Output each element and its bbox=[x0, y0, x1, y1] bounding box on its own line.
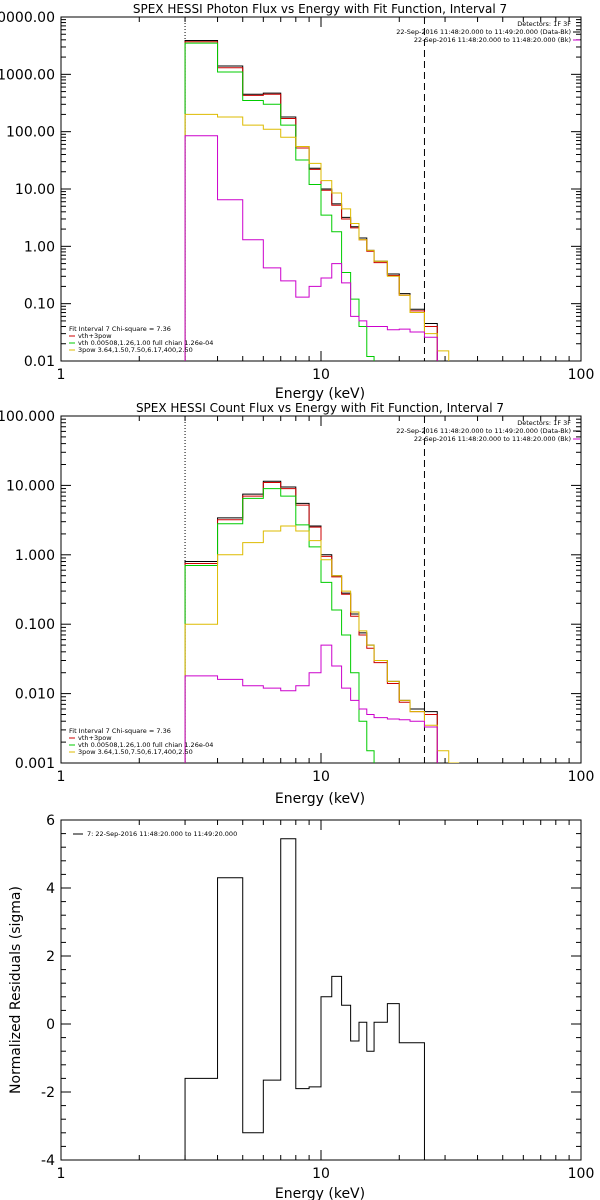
x-tick-label: 100 bbox=[568, 367, 595, 383]
x-tick-label: 1 bbox=[57, 1166, 66, 1182]
fit-legend-label: vth 0.00508,1.26,1.00 full chian 1.26e-0… bbox=[78, 339, 213, 347]
y-tick-label: 1.00 bbox=[24, 239, 55, 255]
data-interval-label: 22-Sep-2016 11:48:20.000 to 11:49:20.000… bbox=[396, 427, 571, 435]
y-tick-label: 10000.00 bbox=[0, 10, 55, 26]
y-tick-label: 0.001 bbox=[15, 756, 55, 772]
y-tick-label: 2 bbox=[46, 949, 55, 965]
series-green-line bbox=[184, 488, 375, 763]
y-tick-label: 10.00 bbox=[15, 182, 55, 198]
y-tick-label: 0.10 bbox=[24, 297, 55, 313]
detectors-label: Detectors: 1F 3F bbox=[517, 419, 571, 427]
fit-legend-label: vth+3pow bbox=[78, 332, 112, 340]
y-tick-label: 0.01 bbox=[24, 354, 55, 370]
residuals-panel: Energy (keV) Normalized Residuals (sigma… bbox=[8, 813, 594, 1200]
y-tick-label: 6 bbox=[46, 813, 55, 829]
residuals-legend-label: 7: 22-Sep-2016 11:48:20.000 to 11:49:20.… bbox=[87, 830, 237, 838]
fit-interval-label: Fit Interval 7 Chi-square = 7.36 bbox=[69, 325, 171, 333]
series-yellow-line bbox=[184, 525, 460, 763]
series-magenta-line bbox=[184, 135, 438, 361]
x-tick-label: 10 bbox=[312, 769, 330, 785]
fit-legend-label: vth+3pow bbox=[78, 734, 112, 742]
x-axis-label: Energy (keV) bbox=[275, 1186, 365, 1200]
series-residuals-line bbox=[184, 838, 425, 1160]
y-tick-label: -4 bbox=[41, 1153, 55, 1169]
x-tick-label: 100 bbox=[568, 1166, 595, 1182]
y-tick-label: 1000.00 bbox=[0, 67, 55, 83]
chart-title: SPEX HESSI Count Flux vs Energy with Fit… bbox=[136, 401, 504, 415]
y-axis-label: Normalized Residuals (sigma) bbox=[8, 886, 24, 1094]
x-tick-label: 10 bbox=[312, 367, 330, 383]
x-axis-label: Energy (keV) bbox=[275, 386, 365, 402]
photon-flux-panel: SPEX HESSI Photon Flux vs Energy with Fi… bbox=[0, 2, 594, 402]
y-tick-label: 0.100 bbox=[15, 617, 55, 633]
background-interval-label: 22-Sep-2016 11:48:20.000 to 11:48:20.000… bbox=[414, 435, 571, 443]
y-tick-label: 0.010 bbox=[15, 687, 55, 703]
y-tick-label: 1.000 bbox=[15, 548, 55, 564]
fit-legend-label: 3pow 3.64,1.50,7.50,6.17,400,2.50 bbox=[78, 346, 193, 354]
fit-legend-label: vth 0.00508,1.26,1.00 full chian 1.26e-0… bbox=[78, 741, 213, 749]
series-magenta-line bbox=[184, 644, 438, 763]
x-axis-label: Energy (keV) bbox=[275, 791, 365, 807]
x-tick-label: 1 bbox=[57, 769, 66, 785]
count-flux-panel: SPEX HESSI Count Flux vs Energy with Fit… bbox=[0, 401, 594, 807]
fit-legend-label: 3pow 3.64,1.50,7.50,6.17,400,2.50 bbox=[78, 748, 193, 756]
data-interval-label: 22-Sep-2016 11:48:20.000 to 11:49:20.000… bbox=[396, 28, 571, 36]
x-tick-label: 100 bbox=[568, 769, 595, 785]
y-tick-label: -2 bbox=[41, 1085, 55, 1101]
y-tick-label: 10.000 bbox=[6, 478, 55, 494]
series-green-line bbox=[184, 42, 375, 361]
chart-title: SPEX HESSI Photon Flux vs Energy with Fi… bbox=[133, 2, 507, 16]
y-tick-label: 4 bbox=[46, 881, 55, 897]
fit-interval-label: Fit Interval 7 Chi-square = 7.36 bbox=[69, 727, 171, 735]
y-tick-label: 100.000 bbox=[0, 409, 55, 425]
y-tick-label: 100.00 bbox=[6, 125, 55, 141]
detectors-label: Detectors: 1F 3F bbox=[517, 20, 571, 28]
series-yellow-line bbox=[184, 113, 450, 361]
y-tick-label: 0 bbox=[46, 1017, 55, 1033]
x-tick-label: 10 bbox=[312, 1166, 330, 1182]
x-tick-label: 1 bbox=[57, 367, 66, 383]
background-interval-label: 22-Sep-2016 11:48:20.000 to 11:48:20.000… bbox=[414, 36, 571, 44]
